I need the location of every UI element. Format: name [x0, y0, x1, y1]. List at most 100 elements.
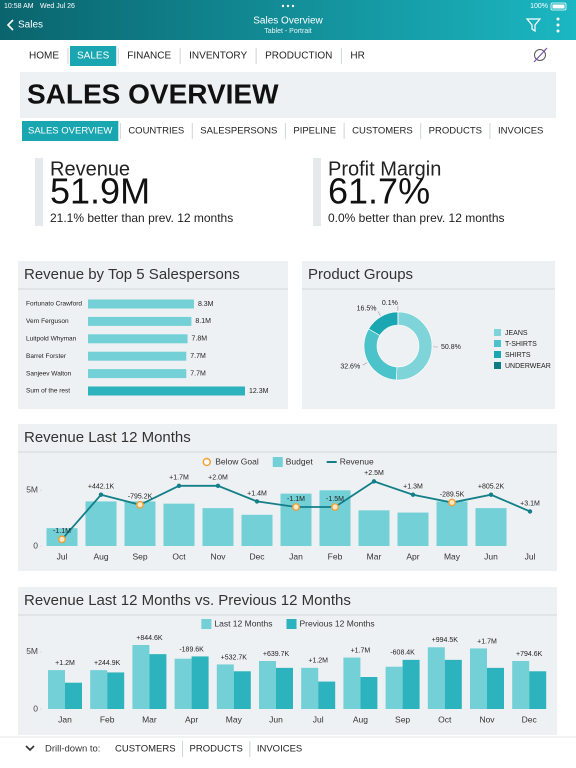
filter-icon[interactable]: [525, 18, 542, 33]
x-tick-label: Jan: [289, 551, 303, 561]
slice-label: 0.1%: [382, 300, 398, 307]
legend-label: Below Goal: [215, 456, 259, 466]
bar: [90, 670, 108, 709]
nav-title: Sales Overview: [253, 16, 323, 27]
drilldown-link[interactable]: PRODUCTS: [190, 744, 243, 755]
x-tick-label: Oct: [438, 714, 452, 724]
tab-label[interactable]: SALESPERSONS: [200, 126, 277, 137]
legend-swatch: [494, 362, 501, 369]
back-label[interactable]: Sales: [18, 20, 43, 31]
variance-label: -189.6K: [179, 646, 204, 653]
battery-icon: [550, 2, 567, 11]
x-tick-label: Mar: [142, 714, 157, 724]
tab-label[interactable]: PRODUCTION: [265, 51, 332, 62]
bar-category-label: Fortunato Crawford: [26, 301, 82, 308]
x-tick-label: Sep: [132, 551, 147, 561]
tab-active-bg: [22, 121, 119, 141]
bar: [470, 648, 487, 709]
tab-label[interactable]: FINANCE: [127, 51, 171, 62]
bar-value-label: 7.8M: [192, 336, 208, 343]
bar: [88, 299, 194, 309]
tab-label[interactable]: SALES OVERVIEW: [28, 126, 112, 137]
kpi-note: 21.1% better than prev. 12 months: [50, 211, 233, 225]
tab-label[interactable]: INVOICES: [498, 126, 543, 137]
variance-label: -1.1M: [287, 496, 305, 503]
below-goal-marker: [58, 535, 66, 544]
variance-label: -608.4K: [390, 650, 415, 657]
y-tick-label: 0: [33, 540, 38, 550]
tab-label[interactable]: PIPELINE: [293, 126, 336, 137]
variance-label: -289.5K: [440, 491, 465, 498]
bar-category-label: Sum of the rest: [26, 388, 70, 395]
variance-label: +2.0M: [208, 475, 228, 482]
variance-label: +1.2M: [55, 660, 75, 667]
legend-label: SHIRTS: [505, 352, 531, 359]
card-title: Revenue Last 12 Months: [24, 429, 191, 446]
bar: [88, 369, 187, 379]
x-tick-label: Nov: [479, 714, 495, 724]
bar: [163, 503, 195, 546]
legend-swatch: [286, 619, 297, 629]
bar: [512, 661, 530, 709]
back-chevron[interactable]: [6, 19, 14, 31]
card-title: Revenue Last 12 Months vs. Previous 12 M…: [24, 592, 351, 609]
x-tick-label: Apr: [406, 551, 419, 561]
slice-label: 32.6%: [340, 363, 360, 370]
bar: [444, 659, 462, 709]
variance-label: +1.2M: [308, 658, 328, 665]
variance-label: +2.5M: [364, 470, 384, 477]
below-goal-marker: [136, 500, 144, 509]
drilldown-link[interactable]: CUSTOMERS: [115, 744, 176, 755]
bar-category-label: Vern Ferguson: [26, 318, 69, 325]
kpi-bar: [35, 158, 43, 226]
page-title: SALES OVERVIEW: [27, 78, 279, 109]
variance-label: +244.9K: [94, 660, 121, 667]
donut-slice: [395, 311, 433, 381]
bar: [259, 661, 276, 709]
legend-label: Budget: [286, 456, 314, 466]
bar: [436, 501, 468, 546]
bar: [427, 647, 445, 709]
bar: [241, 514, 273, 546]
bar-category-label: Sanjeev Walton: [26, 370, 72, 377]
tab-label[interactable]: CUSTOMERS: [352, 126, 413, 137]
x-tick-label: Nov: [210, 551, 226, 561]
x-tick-label: May: [444, 551, 461, 561]
menu-icon[interactable]: [556, 17, 560, 33]
card: [18, 587, 557, 735]
slice-label: 50.8%: [441, 344, 461, 351]
bar: [85, 501, 117, 546]
tab-label[interactable]: HR: [350, 51, 364, 62]
x-tick-label: Feb: [100, 714, 115, 724]
variance-label: +532.7K: [221, 654, 248, 661]
bar-value-label: 7.7M: [190, 370, 206, 377]
below-goal-marker: [292, 503, 300, 511]
tab-label[interactable]: INVENTORY: [189, 51, 247, 62]
x-tick-label: Jul: [313, 714, 324, 724]
tab-label[interactable]: SALES: [77, 51, 110, 62]
legend-label: Previous 12 Months: [300, 618, 375, 628]
x-tick-label: Aug: [93, 551, 108, 561]
tab-label[interactable]: HOME: [29, 51, 59, 62]
kpi-title: Revenue: [50, 158, 130, 180]
legend-label: Revenue: [340, 456, 374, 466]
bar-category-label: Luitpold Whyman: [26, 336, 77, 343]
x-tick-label: Sep: [395, 714, 410, 724]
legend-label: Last 12 Months: [214, 618, 272, 628]
variance-label: +1.7M: [169, 475, 189, 482]
drilldown-chevron[interactable]: [25, 745, 35, 752]
tab-label[interactable]: COUNTRIES: [128, 126, 184, 137]
header-panel: [20, 72, 556, 118]
bar: [475, 508, 507, 546]
drilldown-link[interactable]: INVOICES: [257, 744, 302, 755]
tab-label[interactable]: PRODUCTS: [429, 126, 482, 137]
no-filter-icon[interactable]: [533, 47, 548, 63]
bar: [276, 667, 293, 709]
x-tick-label: Oct: [172, 551, 186, 561]
x-tick-label: Mar: [367, 551, 382, 561]
legend-swatch: [201, 619, 212, 629]
bar: [358, 510, 390, 546]
bar: [318, 681, 336, 709]
x-tick-label: Jan: [58, 714, 72, 724]
